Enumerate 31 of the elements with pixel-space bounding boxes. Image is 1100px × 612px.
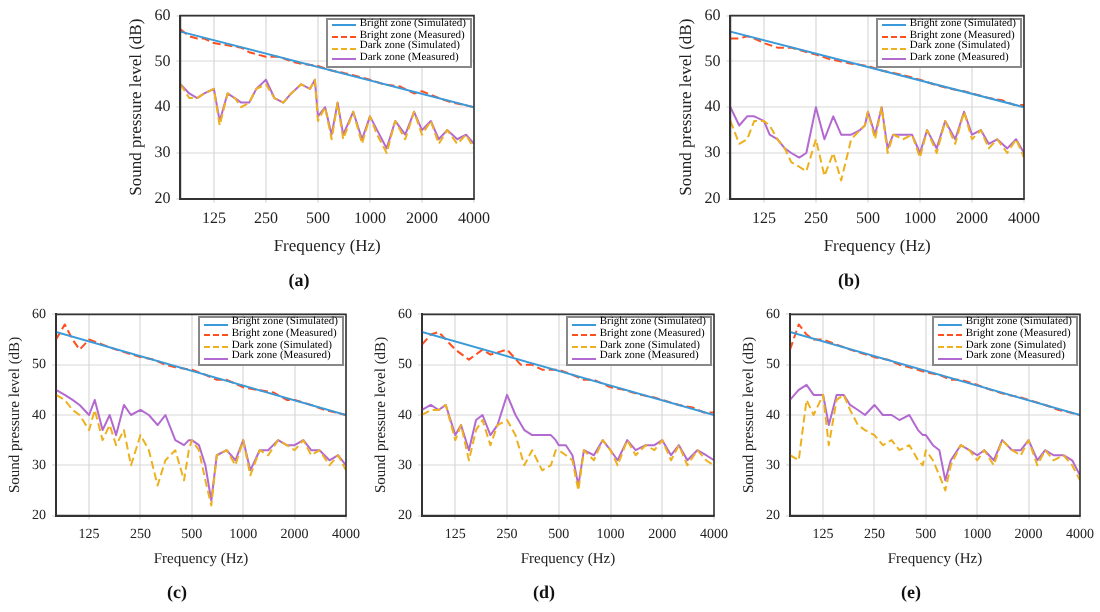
y-tick-label: 50 — [704, 51, 721, 70]
x-tick-label: 1000 — [903, 208, 936, 227]
y-tick-label: 60 — [704, 5, 721, 24]
x-axis-title: Frequency (Hz) — [823, 234, 932, 255]
x-tick-label: 2000 — [405, 208, 438, 227]
x-tick-label: 4000 — [1008, 208, 1040, 227]
x-tick-label: 1000 — [353, 208, 386, 227]
x-tick-label: 4000 — [458, 208, 490, 227]
x-tick-label: 250 — [253, 208, 278, 227]
text: (b) — [838, 269, 860, 290]
y-tick-label: 20 — [704, 188, 721, 207]
y-tick-label: 50 — [154, 51, 171, 70]
y-tick-label: 30 — [154, 143, 171, 162]
x-tick-label: 125 — [201, 208, 226, 227]
x-tick-label: 125 — [751, 208, 776, 227]
x-tick-label: 500 — [855, 208, 880, 227]
x-tick-label: 250 — [803, 208, 828, 227]
text: (c) — [167, 581, 187, 602]
y-tick-label: 20 — [154, 188, 171, 207]
y-tick-label: 40 — [154, 97, 171, 116]
y-axis-title: Sound pressure level (dB) — [674, 18, 695, 196]
text: (e) — [901, 581, 921, 602]
x-tick-label: 500 — [305, 208, 330, 227]
y-tick-label: 30 — [704, 143, 721, 162]
x-axis-title: Frequency (Hz) — [273, 234, 382, 255]
y-axis-title: Sound pressure level (dB) — [124, 18, 145, 196]
y-tick-label: 40 — [704, 97, 721, 116]
text: (a) — [288, 269, 310, 290]
text: (d) — [533, 581, 555, 602]
x-tick-label: 2000 — [955, 208, 988, 227]
y-tick-label: 60 — [154, 5, 171, 24]
